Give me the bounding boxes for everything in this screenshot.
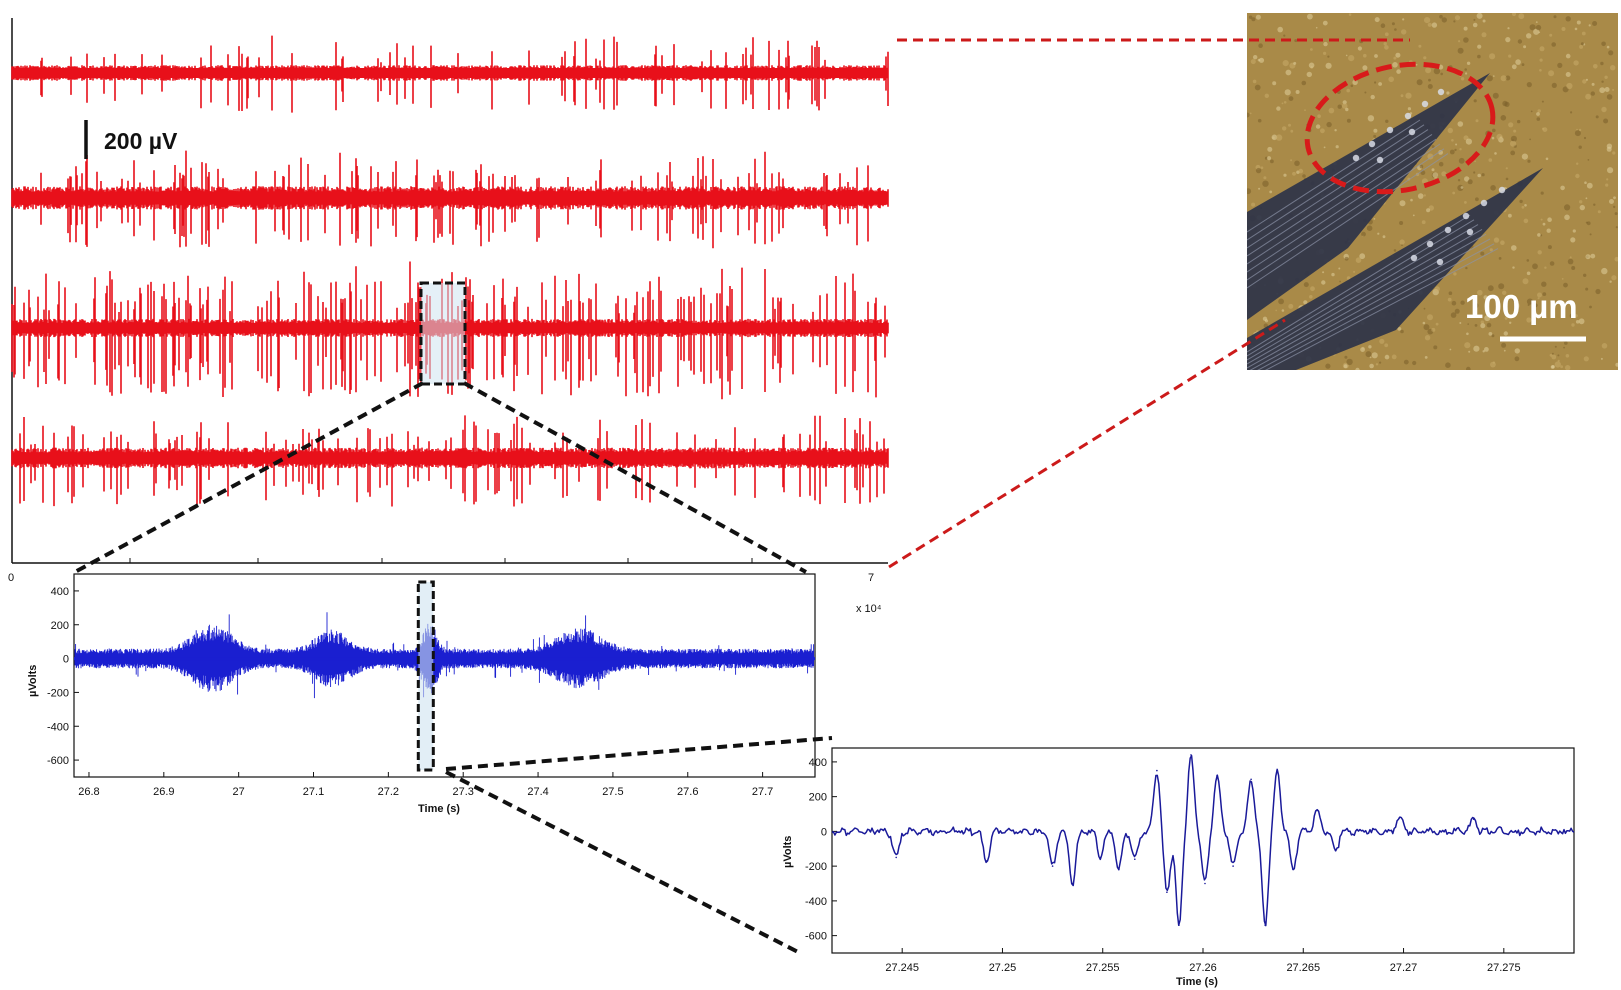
- zoom-x-tick-label: 27.1: [303, 786, 324, 798]
- detail-x-tick-label: 27.26: [1189, 962, 1217, 974]
- detail-trace: [831, 754, 1575, 927]
- raw-x-ticks: [129, 558, 753, 563]
- detail-event-point: [1134, 858, 1136, 860]
- detail-event-point: [1264, 924, 1266, 926]
- detail-ticks: 27.245 27.25 27.255 27.26 27.265 27.27 27.275 4…: [805, 757, 1521, 974]
- detail-event-point: [1250, 778, 1252, 781]
- zoom-x-label: Time (s): [418, 803, 460, 815]
- detail-x-label: Time (s): [1176, 976, 1218, 988]
- detail-y-tick-label: -600: [805, 931, 827, 943]
- detail-x-tick-label: 27.245: [885, 962, 919, 974]
- zoom-x-tick-label: 27.2: [378, 786, 399, 798]
- probe-photo: 100 µm: [1247, 13, 1618, 370]
- detail-axes-box: [831, 747, 1575, 954]
- detail-x-tick-label: 27.275: [1487, 962, 1521, 974]
- detail-y-tick-label: 0: [821, 826, 827, 838]
- detail-signal: [831, 754, 1575, 927]
- detail-event-point: [1334, 849, 1337, 852]
- zoom-y-tick-label: -400: [47, 721, 69, 733]
- zoom-x-tick-label: 27: [233, 786, 245, 798]
- detail-y-tick-label: 400: [809, 757, 827, 769]
- raw-x-tick-label: 7: [868, 572, 874, 584]
- zoom-x-tick-label: 26.9: [153, 786, 174, 798]
- raw-highlight-box: [419, 281, 467, 386]
- connector-zoom-to-detail-top: [445, 736, 833, 771]
- zoom-highlight-box: [416, 580, 435, 772]
- detail-event-point: [1316, 809, 1319, 812]
- detail-y-tick-label: -200: [805, 861, 827, 873]
- zoom-y-tick-label: -600: [47, 755, 69, 767]
- detail-event-point: [1204, 882, 1206, 885]
- voltage-scale-label: 200 µV: [104, 128, 178, 154]
- zoom-y-tick-label: -200: [47, 687, 69, 699]
- zoom-y-tick-label: 0: [63, 654, 69, 666]
- photo-scale-label: 100 µm: [1465, 288, 1578, 325]
- detail-event-point: [1166, 891, 1168, 893]
- detail-event-point: [895, 856, 897, 859]
- zoom-trace: [74, 612, 815, 699]
- detail-event-point: [1190, 754, 1192, 756]
- connector-zoom-to-detail-bottom: [445, 770, 801, 955]
- detail-event-point: [1472, 818, 1475, 820]
- detail-event-point: [1118, 868, 1120, 871]
- detail-y-label: µVolts: [782, 836, 794, 868]
- detail-x-tick-label: 27.25: [989, 962, 1017, 974]
- zoom-x-tick-label: 27.4: [527, 786, 548, 798]
- connector-raw-to-zoom-left: [74, 381, 424, 574]
- zoom-y-label: µVolts: [27, 665, 39, 697]
- zoom-x-tick-label: 27.7: [752, 786, 773, 798]
- probe-shank-lower: [1247, 168, 1543, 370]
- detail-event-point: [1071, 882, 1074, 885]
- detail-event-point: [1216, 775, 1218, 777]
- raw-traces: [11, 35, 889, 507]
- zoom-y-tick-label: 400: [51, 586, 69, 598]
- photo-highlight-circle: [1304, 61, 1496, 195]
- raw-panel: 0 7 x 10⁴ 200 µV: [8, 18, 889, 615]
- detail-x-tick-label: 27.265: [1286, 962, 1320, 974]
- detail-x-tick-label: 27.255: [1086, 962, 1120, 974]
- detail-event-point: [1099, 856, 1102, 859]
- zoom-x-tick-label: 27.5: [602, 786, 623, 798]
- probe-shank-upper: [1247, 73, 1490, 320]
- zoom-x-tick-label: 27.3: [453, 786, 474, 798]
- connectors: [74, 38, 1410, 955]
- zoom-x-tick-label: 26.8: [78, 786, 99, 798]
- raw-x-multiplier: x 10⁴: [856, 603, 882, 615]
- detail-event-point: [985, 860, 988, 862]
- detail-x-tick-label: 27.27: [1390, 962, 1418, 974]
- zoom-y-tick-label: 200: [51, 620, 69, 632]
- recording-sites: [1352, 88, 1506, 266]
- connector-photo-bottom: [888, 318, 1286, 569]
- detail-y-tick-label: 200: [809, 792, 827, 804]
- detail-panel: 27.245 27.25 27.255 27.26 27.265 27.27 27.275 4…: [782, 747, 1575, 988]
- probe-traces: [1247, 119, 1499, 370]
- detail-event-point: [1276, 769, 1278, 772]
- detail-event-point: [1232, 865, 1234, 867]
- detail-event-point: [1156, 769, 1158, 772]
- detail-event-point: [1178, 924, 1180, 926]
- zoom-x-tick-label: 27.6: [677, 786, 698, 798]
- detail-event-point: [1051, 865, 1054, 867]
- detail-event-point: [1292, 868, 1294, 871]
- detail-event-point: [1398, 816, 1401, 819]
- connector-raw-to-zoom-right: [463, 381, 807, 574]
- zoom-ticks: 26.8 26.9 27 27.1 27.2 27.3 27.4 27.5 27.6 27.7 40…: [47, 586, 773, 798]
- detail-y-tick-label: -400: [805, 896, 827, 908]
- zoom-panel: 26.8 26.9 27 27.1 27.2 27.3 27.4 27.5 27.6 27.7 40…: [27, 573, 816, 815]
- raw-x-tick-label: 0: [8, 572, 14, 584]
